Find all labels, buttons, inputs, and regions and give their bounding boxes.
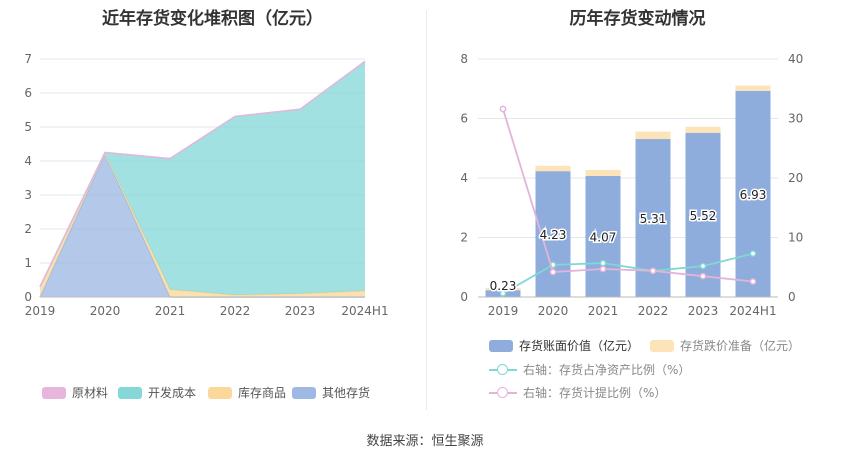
right-x-tick-label: 2023 [688,304,719,318]
bar-impairment [535,165,571,172]
point-provision-ratio [599,265,607,273]
bar-data-label: 5.31 [640,212,667,226]
legend-label: 右轴：存货占净资产比例（%） [523,363,691,377]
right-y-tick-label: 4 [460,171,468,185]
bar-data-label: 4.23 [540,228,567,242]
right-y2-tick-label: 40 [788,52,803,66]
point-net-asset-ratio [699,262,707,270]
right-x-tick-label: 2022 [638,304,669,318]
point-provision-ratio [549,268,557,276]
right-chart-title: 历年存货变动情况 [569,9,706,29]
left-x-tick-label: 2023 [285,304,316,318]
legend-item-原材料[interactable]: 原材料 [42,384,108,401]
legend-swatch [650,339,674,352]
right-x-tick-label: 2021 [588,304,619,318]
left-y-tick-label: 6 [24,86,32,100]
bar-data-label: 5.52 [690,209,717,223]
panel-divider [426,10,427,410]
legend-swatch [208,386,232,399]
left-y-tick-label: 1 [24,256,32,270]
bar-book-value [585,175,621,297]
left-x-tick-label: 2024H1 [341,304,388,318]
bar-impairment [485,287,521,291]
legend-swatch [489,363,517,376]
left-chart-title: 近年存货变化堆积图（亿元） [102,9,323,29]
legend-label: 原材料 [72,386,109,400]
left-y-tick-label: 2 [24,222,32,236]
area-库存商品 [40,153,365,297]
line-net-asset-ratio [502,252,754,295]
bar-data-label: 6.93 [740,188,767,202]
left-y-tick-label: 3 [24,188,32,202]
legend-label: 其他存货 [322,386,371,400]
point-provision-ratio [749,278,757,285]
bar-impairment [685,126,721,133]
legend-item-右轴：存货占净资产比例（%）[interactable]: 右轴：存货占净资产比例（%） [489,361,690,378]
left-y-tick-label: 5 [24,120,32,134]
bar-impairment [635,131,671,140]
point-provision-ratio [699,272,707,280]
left-x-tick-label: 2021 [155,304,186,318]
left-x-tick-label: 2022 [220,304,251,318]
legend-item-其他存货[interactable]: 其他存货 [292,384,370,401]
legend-item-存货跌价准备（亿元）[interactable]: 存货跌价准备（亿元） [650,337,800,354]
area-其他存货 [40,153,365,297]
area-开发成本 [40,61,365,296]
bar-data-label: 0.23 [490,279,517,293]
legend-item-右轴：存货计提比例（%）[interactable]: 右轴：存货计提比例（%） [489,384,666,401]
right-y2-tick-label: 30 [788,112,803,126]
right-y2-tick-label: 10 [788,231,803,245]
legend-label: 开发成本 [148,386,197,400]
legend-item-开发成本[interactable]: 开发成本 [118,384,196,401]
bar-book-value [735,90,771,298]
area-edge-原材料 [39,60,366,288]
bar-impairment [585,169,621,176]
legend-swatch [489,339,513,352]
legend-label: 存货账面价值（亿元） [519,339,640,353]
right-y-tick-label: 0 [460,290,468,304]
legend-label: 右轴：存货计提比例（%） [523,386,667,400]
legend-swatch [489,386,517,399]
left-x-tick-label: 2019 [25,304,56,318]
point-provision-ratio [649,267,657,275]
legend-swatch [292,386,316,399]
left-y-tick-label: 0 [24,290,32,304]
point-provision-ratio [499,105,507,113]
legend-item-存货账面价值（亿元）[interactable]: 存货账面价值（亿元） [489,337,639,354]
right-y2-tick-label: 0 [788,290,796,304]
point-net-asset-ratio [749,250,757,257]
legend-item-库存商品[interactable]: 库存商品 [208,384,286,401]
bar-book-value [685,132,721,297]
point-net-asset-ratio [499,290,507,297]
right-y-tick-label: 8 [460,52,468,66]
right-y2-tick-label: 20 [788,171,803,185]
left-y-tick-label: 4 [24,154,32,168]
right-y-tick-label: 2 [460,231,468,245]
point-net-asset-ratio [599,259,607,267]
right-y-tick-label: 6 [460,112,468,126]
legend-label: 库存商品 [238,386,287,400]
left-x-tick-label: 2020 [90,304,121,318]
legend-label: 存货跌价准备（亿元） [680,339,801,353]
right-x-tick-label: 2019 [488,304,519,318]
line-provision-ratio [502,108,754,283]
legend-swatch [118,386,142,399]
left-y-tick-label: 7 [24,52,32,66]
bar-data-label: 4.07 [590,230,617,244]
data-source: 数据来源：恒生聚源 [366,434,484,449]
legend-swatch [42,386,66,399]
right-x-tick-label: 2024H1 [729,304,776,318]
bar-impairment [735,85,771,91]
right-x-tick-label: 2020 [538,304,569,318]
